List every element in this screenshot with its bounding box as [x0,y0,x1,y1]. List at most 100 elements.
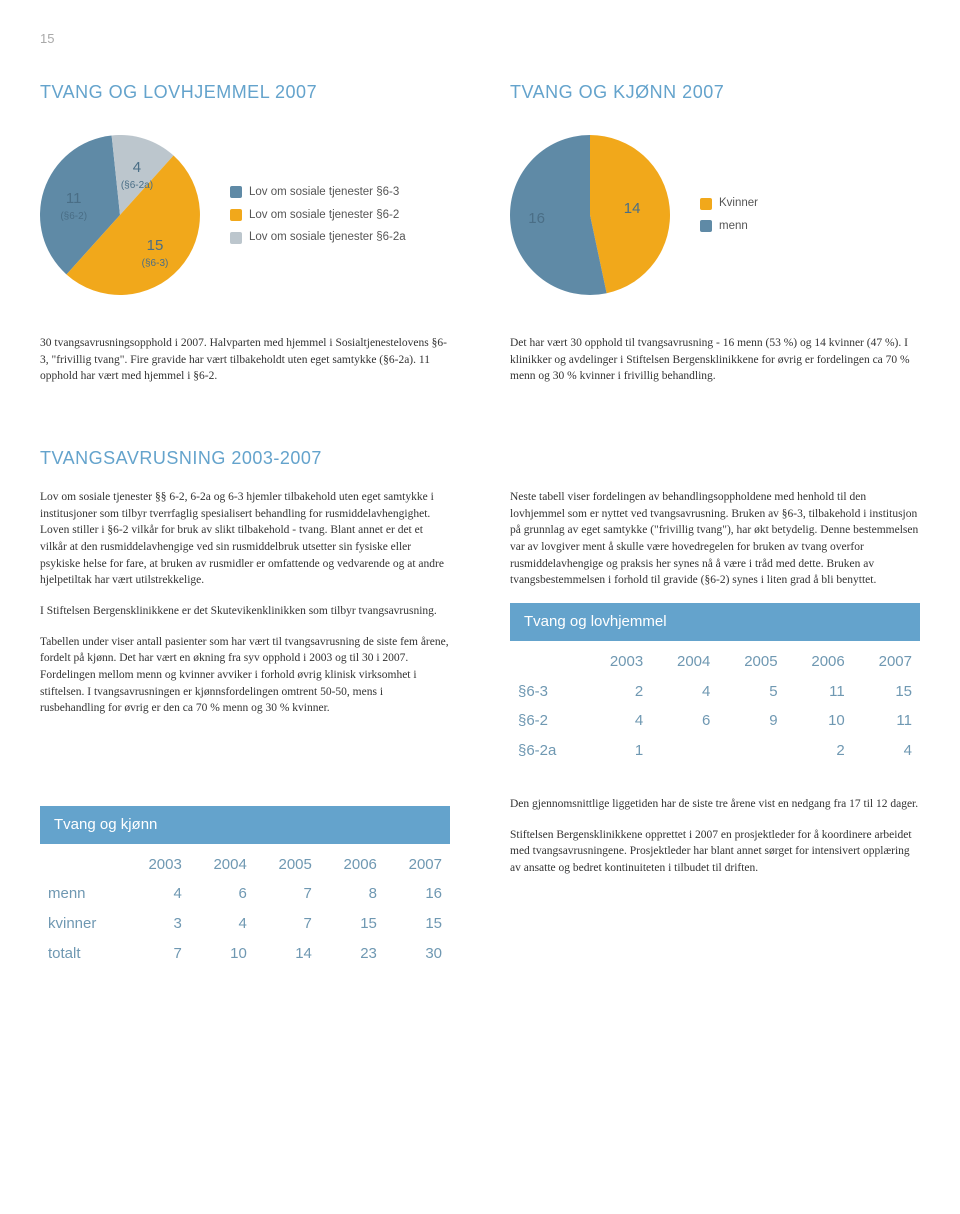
table-row-label: §6-2 [510,706,584,736]
table-1: 20032004200520062007§6-32451115§6-246910… [510,647,920,766]
table-cell: 7 [125,939,190,969]
table-header-row: 20032004200520062007 [40,850,450,880]
table-row: kvinner3471515 [40,909,450,939]
legend-item: Kvinner [700,195,758,212]
table-cell: 4 [651,677,718,707]
table-row: menn467816 [40,879,450,909]
table-header-cell: 2006 [320,850,385,880]
chart-1-legend: Lov om sosiale tjenester §6-3 Lov om sosi… [230,184,406,246]
table-cell: 2 [584,677,651,707]
table-cell: 4 [190,909,255,939]
chart-1-pie: 11(§6-2) 4(§6-2a) 15(§6-3) [40,135,200,295]
table-cell: 7 [255,909,320,939]
table-cell: 3 [125,909,190,939]
charts-row: TVANG OG LOVHJEMMEL 2007 11(§6-2) 4(§6-2a… [40,79,920,295]
mid-row: Lov om sosiale tjenester §§ 6-2, 6-2a og… [40,489,920,766]
table-cell: 11 [853,706,920,736]
chart-2-title: TVANG OG KJØNN 2007 [510,79,920,105]
page-number: 15 [40,30,920,49]
chart-paragraph-row: 30 tvangsavrusningsopphold i 2007. Halvp… [40,335,920,385]
bottom-right-column: Den gjennomsnittlige liggetiden har de s… [510,796,920,891]
table-1-title: Tvang og lovhjemmel [510,603,920,641]
mid-left-column: Lov om sosiale tjenester §§ 6-2, 6-2a og… [40,489,450,766]
pie-slice-label: 11(§6-2) [60,188,87,224]
legend-item: Lov om sosiale tjenester §6-2a [230,229,406,246]
table-cell: 15 [853,677,920,707]
table-2: 20032004200520062007menn467816kvinner347… [40,850,450,969]
legend-label: Kvinner [719,195,758,212]
table-cell: 4 [125,879,190,909]
chart-2: TVANG OG KJØNN 2007 14 16 Kvinner menn [510,79,920,295]
mid-left-p2: I Stiftelsen Bergensklinikkene er det Sk… [40,603,450,620]
table-row-label: §6-2a [510,736,584,766]
legend-label: Lov om sosiale tjenester §6-2 [249,207,399,224]
pie-slice-label: 16 [528,208,545,230]
legend-swatch [700,198,712,210]
table-cell: 6 [651,706,718,736]
bottom-right-p1: Den gjennomsnittlige liggetiden har de s… [510,796,920,813]
table-header-cell: 2003 [584,647,651,677]
pie-slice-label: 14 [624,198,641,220]
pie-slice-label: 4(§6-2a) [121,157,153,193]
legend-label: menn [719,218,748,235]
table-cell: 6 [190,879,255,909]
table-row: §6-24691011 [510,706,920,736]
bottom-row: Tvang og kjønn 20032004200520062007menn4… [40,796,920,969]
table-cell [718,736,785,766]
chart-2-legend: Kvinner menn [700,195,758,234]
table-header-cell: 2004 [190,850,255,880]
legend-item: menn [700,218,758,235]
chart-2-pie: 14 16 [510,135,670,295]
table-cell: 15 [385,909,450,939]
table-cell: 2 [786,736,853,766]
section-title: TVANGSAVRUSNING 2003-2007 [40,445,920,471]
table-row: §6-2a1 24 [510,736,920,766]
table-header-row: 20032004200520062007 [510,647,920,677]
table-2-title: Tvang og kjønn [40,806,450,844]
table-row-label: §6-3 [510,677,584,707]
table-header-cell: 2007 [853,647,920,677]
table-cell: 16 [385,879,450,909]
table-cell: 9 [718,706,785,736]
mid-left-p3: Tabellen under viser antall pasienter so… [40,634,450,717]
chart-2-para: Det har vært 30 opphold til tvangsavrusn… [510,335,920,385]
chart-1: TVANG OG LOVHJEMMEL 2007 11(§6-2) 4(§6-2a… [40,79,450,295]
table-header-cell: 2005 [718,647,785,677]
table-header-cell [40,850,125,880]
table-header-cell: 2004 [651,647,718,677]
table-row-label: menn [40,879,125,909]
table-cell: 1 [584,736,651,766]
legend-label: Lov om sosiale tjenester §6-2a [249,229,406,246]
table-cell: 11 [786,677,853,707]
legend-item: Lov om sosiale tjenester §6-3 [230,184,406,201]
legend-swatch [700,220,712,232]
chart-1-para: 30 tvangsavrusningsopphold i 2007. Halvp… [40,335,450,385]
mid-right-p1: Neste tabell viser fordelingen av behand… [510,489,920,589]
bottom-right-p2: Stiftelsen Bergensklinikkene opprettet i… [510,827,920,877]
table-header-cell: 2005 [255,850,320,880]
table-row: §6-32451115 [510,677,920,707]
table-header-cell: 2003 [125,850,190,880]
table-cell: 30 [385,939,450,969]
table-cell: 10 [190,939,255,969]
pie-slice-label: 15(§6-3) [142,235,169,271]
chart-1-title: TVANG OG LOVHJEMMEL 2007 [40,79,450,105]
legend-swatch [230,232,242,244]
table-row-label: kvinner [40,909,125,939]
table-header-cell: 2007 [385,850,450,880]
table-cell: 4 [853,736,920,766]
bottom-left-column: Tvang og kjønn 20032004200520062007menn4… [40,796,450,969]
table-cell [651,736,718,766]
legend-item: Lov om sosiale tjenester §6-2 [230,207,406,224]
legend-swatch [230,209,242,221]
table-cell: 7 [255,879,320,909]
table-header-cell [510,647,584,677]
mid-left-p1: Lov om sosiale tjenester §§ 6-2, 6-2a og… [40,489,450,589]
table-cell: 10 [786,706,853,736]
table-row: totalt710142330 [40,939,450,969]
table-cell: 15 [320,909,385,939]
table-row-label: totalt [40,939,125,969]
table-cell: 23 [320,939,385,969]
table-cell: 14 [255,939,320,969]
mid-right-column: Neste tabell viser fordelingen av behand… [510,489,920,766]
